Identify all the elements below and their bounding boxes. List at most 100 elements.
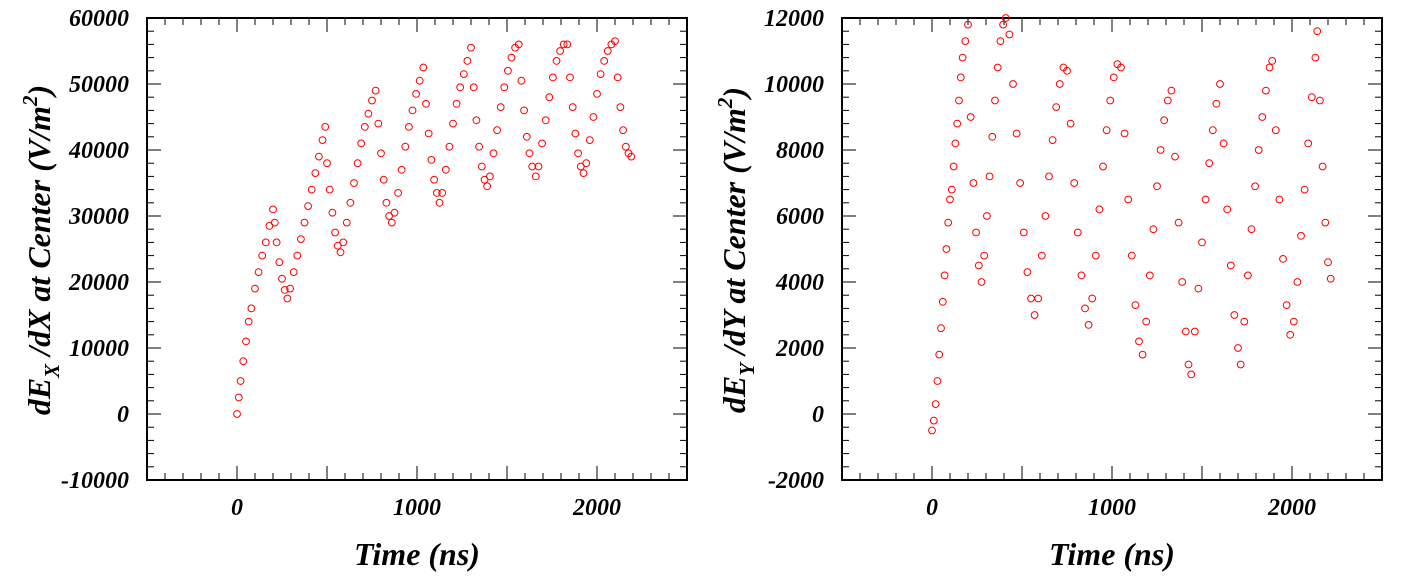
right-y-tick-label: 4000: [775, 270, 824, 296]
data-point: [300, 218, 309, 227]
left-y-tick-label: 40000: [68, 138, 129, 164]
data-point: [275, 258, 284, 267]
data-point: [541, 116, 550, 125]
right-tick-labels: 0 1000 2000 -2000 0 2000 4000 6000 8000 10000 1200…: [764, 6, 1316, 521]
data-point: [958, 53, 967, 62]
data-point: [415, 76, 424, 85]
data-point: [489, 149, 498, 158]
data-point: [1198, 238, 1206, 247]
data-point: [350, 179, 358, 187]
data-point: [1174, 218, 1183, 227]
data-point: [1005, 30, 1014, 39]
data-point: [944, 218, 953, 227]
data-point: [956, 73, 965, 82]
data-point: [549, 73, 557, 82]
data-point: [1244, 271, 1252, 280]
left-plot-frame: [146, 17, 688, 481]
data-point: [517, 76, 526, 85]
data-point: [1138, 350, 1147, 359]
left-y-tick-label: 30000: [68, 204, 129, 230]
data-point: [346, 198, 355, 207]
data-point: [236, 377, 245, 385]
data-point: [1055, 80, 1064, 88]
data-point: [940, 271, 949, 280]
data-point: [304, 202, 313, 211]
data-point: [525, 149, 534, 158]
left-data-points: [233, 37, 636, 418]
data-point: [938, 297, 947, 306]
data-point: [1135, 337, 1143, 346]
right-y-tick-label: 8000: [776, 138, 824, 164]
right-y-tick-label: -2000: [768, 468, 824, 494]
data-point: [969, 179, 978, 187]
data-point: [619, 126, 627, 135]
left-x-axis-title: Time (ns): [354, 536, 480, 572]
data-point: [368, 96, 376, 105]
data-point: [1109, 73, 1118, 82]
left-tick-labels: 0 1000 2000 -10000 0 10000 20000 30000 40000 5000…: [61, 6, 621, 521]
data-point: [1205, 159, 1214, 168]
data-point: [1156, 146, 1165, 154]
data-point: [1001, 14, 1010, 22]
data-point: [283, 294, 292, 303]
data-point: [538, 139, 546, 148]
data-point: [1099, 162, 1107, 171]
right-y-tick-label: 12000: [764, 6, 824, 32]
data-point: [568, 103, 577, 111]
data-point: [1171, 152, 1179, 161]
data-point: [452, 99, 461, 108]
data-point: [374, 119, 383, 128]
data-point: [1034, 294, 1043, 303]
data-point: [621, 142, 630, 151]
data-point: [234, 393, 243, 402]
data-point: [1240, 317, 1249, 326]
data-point: [339, 238, 348, 247]
data-point: [258, 251, 267, 260]
data-point: [964, 20, 972, 29]
data-point: [1268, 57, 1277, 65]
data-point: [1048, 136, 1057, 145]
left-plot-border: [146, 17, 688, 481]
data-point: [1289, 317, 1298, 326]
data-point: [949, 162, 958, 171]
data-point: [1167, 86, 1176, 95]
data-point: [1142, 317, 1151, 326]
data-point: [935, 350, 944, 359]
data-point: [342, 218, 351, 227]
data-point: [1178, 278, 1187, 286]
data-point: [321, 123, 330, 131]
data-point: [1190, 327, 1199, 336]
data-point: [486, 172, 494, 181]
right-y-tick-label: 10000: [764, 72, 824, 98]
right-y-tick-label: 6000: [776, 204, 824, 230]
data-point: [961, 37, 970, 45]
data-point: [522, 132, 531, 141]
data-point: [1262, 86, 1270, 95]
data-point: [1153, 182, 1161, 191]
data-point: [928, 426, 936, 435]
right-x-tick-label: 0: [926, 495, 938, 521]
data-point: [1102, 126, 1111, 135]
data-point: [556, 47, 564, 55]
data-point: [441, 165, 450, 174]
right-y-tick-label: 2000: [775, 336, 824, 362]
data-point: [582, 159, 591, 168]
data-point: [966, 113, 975, 121]
data-point: [463, 57, 472, 65]
data-point: [278, 274, 286, 283]
data-point: [1318, 162, 1327, 171]
data-point: [242, 337, 250, 346]
data-point: [251, 284, 259, 293]
data-point: [286, 284, 295, 293]
data-point: [456, 83, 465, 92]
data-point: [514, 40, 523, 49]
data-point: [545, 93, 554, 102]
left-ticks: [146, 17, 688, 481]
data-point: [382, 198, 391, 207]
data-point: [459, 70, 468, 78]
data-point: [445, 142, 454, 151]
data-point: [1163, 96, 1172, 105]
data-point: [507, 53, 516, 62]
data-point: [1187, 370, 1196, 379]
